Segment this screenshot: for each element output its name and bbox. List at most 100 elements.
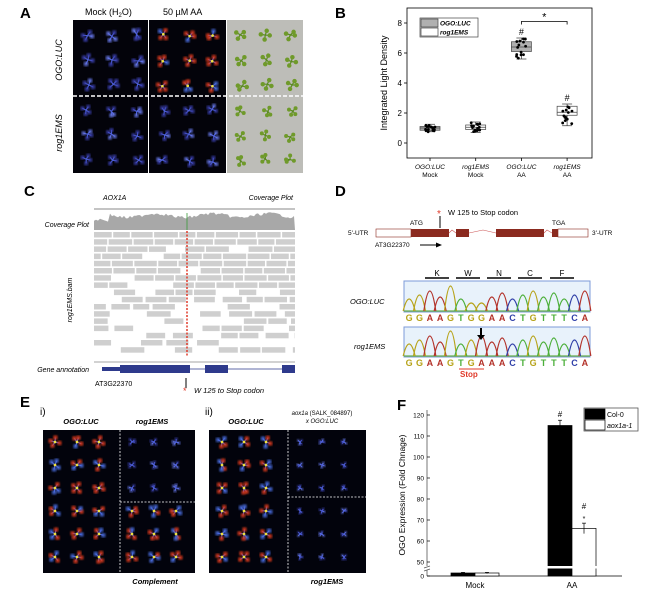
seedling-leaf xyxy=(322,557,326,560)
read xyxy=(268,318,287,324)
base-call: T xyxy=(520,313,526,323)
seedling-center xyxy=(242,463,246,467)
seedling-leaf xyxy=(244,436,250,441)
seedling-leaf xyxy=(239,466,245,472)
seedling-leaf xyxy=(211,103,216,108)
read xyxy=(278,282,295,288)
seedling-leaf xyxy=(114,158,119,163)
seedling-leaf xyxy=(301,533,304,537)
seedling-leaf xyxy=(219,536,224,541)
seedling-leaf xyxy=(89,133,94,138)
seedling-leaf xyxy=(73,559,78,564)
seedling-leaf xyxy=(155,510,161,516)
mutation-star: * xyxy=(183,386,187,396)
read xyxy=(181,253,202,260)
seedling-leaf xyxy=(86,104,91,109)
seedling-leaf xyxy=(109,113,114,118)
seedling-leaf xyxy=(223,557,228,562)
seedling-leaf xyxy=(259,483,265,489)
seedling-leaf xyxy=(340,488,344,491)
seedling-leaf xyxy=(174,437,178,441)
utr3-label: 3'-UTR xyxy=(592,230,613,237)
seedling-leaf xyxy=(129,527,135,532)
amino-acid-label: N xyxy=(496,269,502,278)
seedling-leaf xyxy=(170,557,176,563)
seedling-center xyxy=(161,32,165,36)
read xyxy=(163,253,181,260)
seedling-leaf xyxy=(71,483,76,488)
seedling-leaf xyxy=(138,55,144,60)
read xyxy=(227,304,250,310)
seedling-leaf xyxy=(342,466,346,469)
seedling-leaf xyxy=(105,130,110,135)
seedling-leaf xyxy=(207,110,212,115)
x-tick-label: Mock xyxy=(422,172,438,179)
seedling-leaf xyxy=(157,55,162,61)
seedling-leaf xyxy=(291,137,296,142)
legend-swatch xyxy=(420,18,439,28)
seedling-leaf xyxy=(80,33,86,38)
chromatogram-peak xyxy=(578,290,592,312)
seedling-leaf xyxy=(96,559,101,564)
seedling-leaf xyxy=(263,444,268,449)
read xyxy=(114,325,134,332)
seedling-leaf xyxy=(205,57,211,62)
base-call: A xyxy=(427,313,434,323)
y-tick-label: 60 xyxy=(417,539,425,546)
seedling-leaf xyxy=(71,465,76,471)
data-point xyxy=(424,129,428,132)
seedling-leaf xyxy=(223,551,228,557)
data-point xyxy=(429,125,433,129)
read xyxy=(128,246,148,252)
seedling-leaf xyxy=(259,508,264,513)
seedling-leaf xyxy=(297,534,300,538)
base-call: T xyxy=(561,313,567,323)
seedling-leaf xyxy=(132,438,136,442)
legend-label: Col-0 xyxy=(607,412,624,419)
seedling-leaf xyxy=(268,509,273,515)
seedling-leaf xyxy=(239,551,244,556)
seedling-leaf xyxy=(164,60,170,65)
read xyxy=(222,275,243,281)
seedling-leaf xyxy=(157,28,163,34)
seedling-leaf xyxy=(128,513,134,518)
base-call: G xyxy=(530,313,537,323)
read xyxy=(94,246,107,252)
read xyxy=(102,253,121,260)
read xyxy=(195,282,215,288)
seedling-leaf xyxy=(300,462,304,465)
base-call: C xyxy=(509,358,516,368)
seedling-leaf xyxy=(236,137,241,142)
seedling-leaf xyxy=(223,510,229,516)
read xyxy=(289,296,295,303)
seedling-leaf xyxy=(320,512,323,515)
seedling-leaf xyxy=(292,33,298,38)
read xyxy=(261,347,286,353)
seedling-leaf xyxy=(176,465,180,469)
read xyxy=(258,239,275,245)
seedling-leaf xyxy=(161,54,167,60)
e-i-header-rog1ems: rog1EMS xyxy=(136,417,169,426)
seedling-center xyxy=(210,59,214,63)
read xyxy=(290,253,295,260)
seedling-center xyxy=(97,532,101,536)
seedling-leaf xyxy=(235,83,241,88)
seedling-leaf xyxy=(190,109,195,114)
seedling-leaf xyxy=(344,507,347,511)
base-call: C xyxy=(509,313,516,323)
read xyxy=(94,239,108,245)
seedling-leaf xyxy=(98,550,104,556)
read xyxy=(111,260,133,267)
seedling-leaf xyxy=(136,77,142,82)
read xyxy=(146,332,166,339)
read xyxy=(94,282,108,288)
seedling-leaf xyxy=(341,557,345,561)
data-point xyxy=(566,105,570,109)
panel-label-e: E xyxy=(20,394,30,411)
seedling-leaf xyxy=(53,435,58,440)
legend-frame xyxy=(419,17,479,38)
base-call: A xyxy=(489,313,496,323)
seedling-leaf xyxy=(234,133,239,138)
seedling-leaf xyxy=(224,532,229,538)
